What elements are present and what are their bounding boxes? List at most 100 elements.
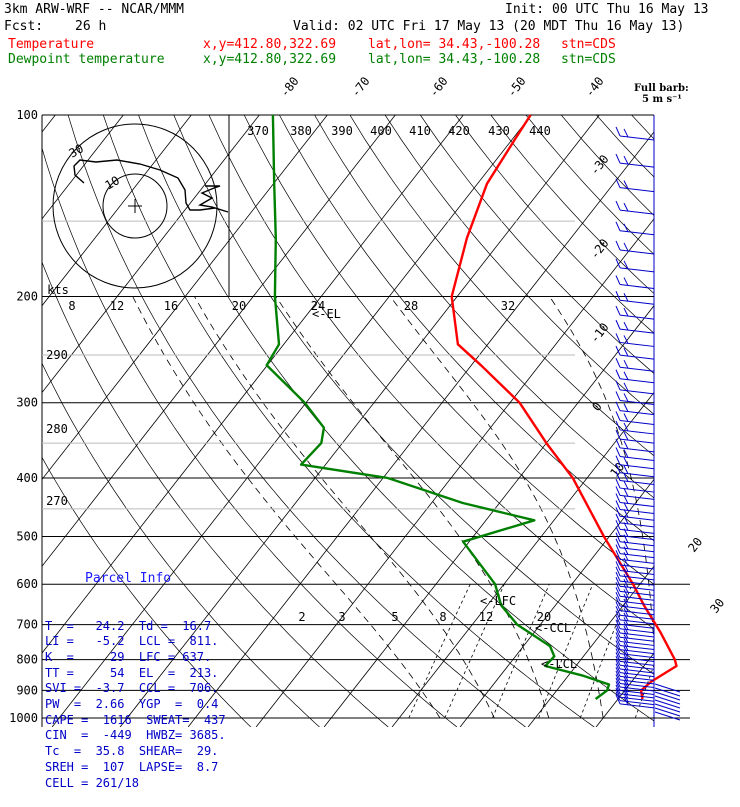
wind-barb <box>620 268 654 272</box>
wind-barb-flag <box>624 243 628 251</box>
dry-adiabat <box>667 115 740 731</box>
mixing-ratio-label: 3 <box>338 610 345 624</box>
parcel-info-row: LI = -5.2 LCL = 811. <box>45 634 245 650</box>
theta-label: 410 <box>409 124 431 138</box>
wind-barb-flag <box>624 481 628 489</box>
temperature-tick-label: -20 <box>587 236 611 262</box>
wind-barb <box>620 163 654 167</box>
temperature-tick-label: -30 <box>587 152 611 178</box>
temperature-tick-label: -40 <box>582 74 606 100</box>
wind-barb-flag <box>624 278 628 286</box>
wind-barb <box>620 231 654 235</box>
pressure-tick-label: 900 <box>16 683 38 697</box>
pressure-tick-label: 400 <box>16 471 38 485</box>
wind-barb-flag <box>616 154 620 163</box>
hodograph-speed-label: 20 <box>232 299 246 313</box>
isotherm <box>528 115 740 727</box>
theta-label: 440 <box>529 124 551 138</box>
dry-adiabat <box>279 115 740 731</box>
wind-barb-flag <box>616 592 620 601</box>
wind-barb <box>620 315 654 319</box>
dewpoint-profile-line <box>267 115 609 699</box>
barb-note-title: Full barb: <box>634 84 689 94</box>
pressure-tick-label: 500 <box>16 529 38 543</box>
theta-label: 370 <box>247 124 269 138</box>
moist-adiabat <box>276 297 549 719</box>
wind-barb-flag <box>624 129 628 137</box>
wind-barb-flag <box>616 320 620 329</box>
wind-barb <box>620 390 654 394</box>
isotherm <box>392 115 740 727</box>
dry-adiabat <box>420 115 740 731</box>
hodograph-speed-label: 32 <box>501 299 515 313</box>
temperature-tick-label: 30 <box>707 596 727 616</box>
moist-adiabat <box>390 297 603 719</box>
wind-barb-flag <box>624 413 628 421</box>
parcel-info-row: T = 24.2 Td = 16.7 <box>45 619 245 635</box>
wind-barb-low <box>655 712 680 720</box>
wind-barb-flag <box>624 293 628 301</box>
pressure-tick-label: 600 <box>16 577 38 591</box>
wind-barb-flag <box>624 156 628 164</box>
wind-barb-low <box>655 704 680 712</box>
temperature-tick-label: -60 <box>426 74 450 100</box>
wind-barb <box>620 329 654 333</box>
hodograph-ring-label: 10 <box>103 173 123 192</box>
pressure-tick-label: 800 <box>16 653 38 667</box>
temperature-tick-label: -50 <box>504 74 528 100</box>
isotherm <box>732 115 740 727</box>
hodograph-ring-label: 30 <box>67 141 87 160</box>
wind-barb <box>620 285 654 289</box>
temperature-tick-label: -10 <box>587 320 611 346</box>
dry-adiabat <box>702 115 740 731</box>
wind-barb <box>620 188 654 192</box>
parcel-info-row: Tc = 35.8 SHEAR= 29. <box>45 744 245 760</box>
wind-barb-flag <box>624 322 628 330</box>
moist-adiabat <box>710 297 721 719</box>
level-annotation: <-EL <box>312 307 341 321</box>
theta-label: 400 <box>370 124 392 138</box>
wind-barb-low <box>655 700 680 708</box>
isotherm <box>664 115 740 727</box>
mixing-ratio-label: 12 <box>479 610 493 624</box>
pressure-tick-label: 200 <box>16 290 38 304</box>
wind-barb-low <box>655 692 680 700</box>
wind-barb-flag <box>616 222 620 231</box>
level-annotation: <-CCL <box>535 621 571 635</box>
wind-barb <box>620 379 654 383</box>
wind-barb-flag <box>616 127 620 136</box>
wind-barb-flag <box>616 370 620 379</box>
wind-barb-flag <box>624 383 628 391</box>
hodograph-speed-label: 8 <box>68 299 75 313</box>
wind-barb <box>620 420 654 424</box>
wind-barb-flag <box>616 587 620 596</box>
wind-barb-flag <box>616 597 620 606</box>
hodograph-speed-label: 12 <box>110 299 124 313</box>
wind-barb-flag <box>624 224 628 232</box>
pressure-tick-label: 1000 <box>9 711 38 725</box>
parcel-info-row: CIN = -449 HWBZ= 3685. <box>45 728 245 744</box>
mixing-ratio-line <box>409 584 470 718</box>
wind-barb-flag <box>624 404 628 412</box>
wind-barb-flag <box>624 372 628 380</box>
wind-barb-flag <box>616 391 620 400</box>
parcel-info-row: CELL = 261/18 <box>45 776 245 792</box>
dry-adiabat <box>596 115 740 731</box>
hodograph-speed-label: kts <box>47 283 69 297</box>
wind-barb-flag <box>616 381 620 390</box>
wind-barb-flag <box>624 360 628 368</box>
isotherm <box>256 115 735 727</box>
wind-barb-flag <box>624 348 628 356</box>
theta-label: 430 <box>488 124 510 138</box>
dry-adiabat <box>561 115 740 731</box>
wind-barb-flag <box>616 276 620 285</box>
dry-adiabat <box>209 115 740 731</box>
dry-adiabat <box>632 115 740 731</box>
wind-barb-flag <box>624 622 628 630</box>
parcel-info-row: SVI = -3.7 CCL = 706. <box>45 681 245 697</box>
temperature-tick-label: -70 <box>348 74 372 100</box>
wind-barb-flag <box>616 241 620 250</box>
wind-barb-flag <box>624 393 628 401</box>
mixing-ratio-label: 5 <box>391 610 398 624</box>
